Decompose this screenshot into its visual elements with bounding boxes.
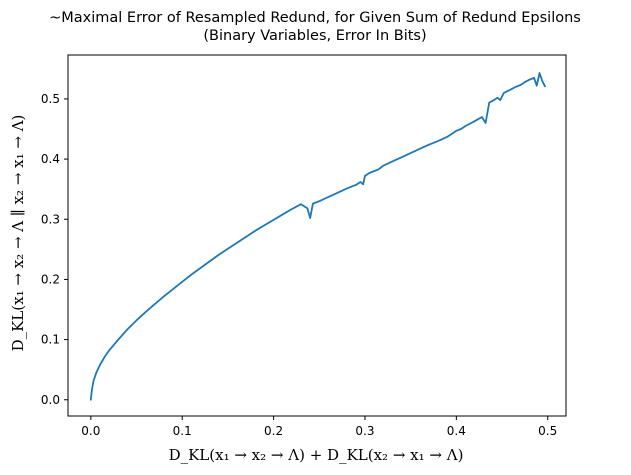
chart-subtitle: (Binary Variables, Error In Bits) xyxy=(203,28,426,44)
y-axis-label: D_KL(x₁ → x₂ → Λ ∥ x₂ → x₁ → Λ) xyxy=(9,115,27,352)
x-tick-label: 0.1 xyxy=(173,424,192,438)
plot-frame xyxy=(67,54,567,417)
x-tick-label: 0.4 xyxy=(447,424,466,438)
y-tick-label: 0.3 xyxy=(41,212,60,226)
y-tick-label: 0.0 xyxy=(41,393,60,407)
x-tick-label: 0.3 xyxy=(355,424,374,438)
y-tick-label: 0.5 xyxy=(41,92,60,106)
x-axis: 0.0 0.1 0.2 0.3 0.4 0.5 xyxy=(81,416,557,438)
chart-title: ~Maximal Error of Resampled Redund, for … xyxy=(49,10,581,26)
series-line xyxy=(89,72,546,401)
x-tick-label: 0.5 xyxy=(538,424,557,438)
y-tick-label: 0.1 xyxy=(41,333,60,347)
x-axis-label: D_KL(x₁ → x₂ → Λ) + D_KL(x₂ → x₁ → Λ) xyxy=(169,446,464,464)
x-tick-label: 0.2 xyxy=(264,424,283,438)
x-tick-label: 0.0 xyxy=(81,424,100,438)
y-tick-label: 0.4 xyxy=(41,152,60,166)
y-axis: 0.0 0.1 0.2 0.3 0.4 0.5 xyxy=(41,92,68,407)
y-tick-label: 0.2 xyxy=(41,272,60,286)
